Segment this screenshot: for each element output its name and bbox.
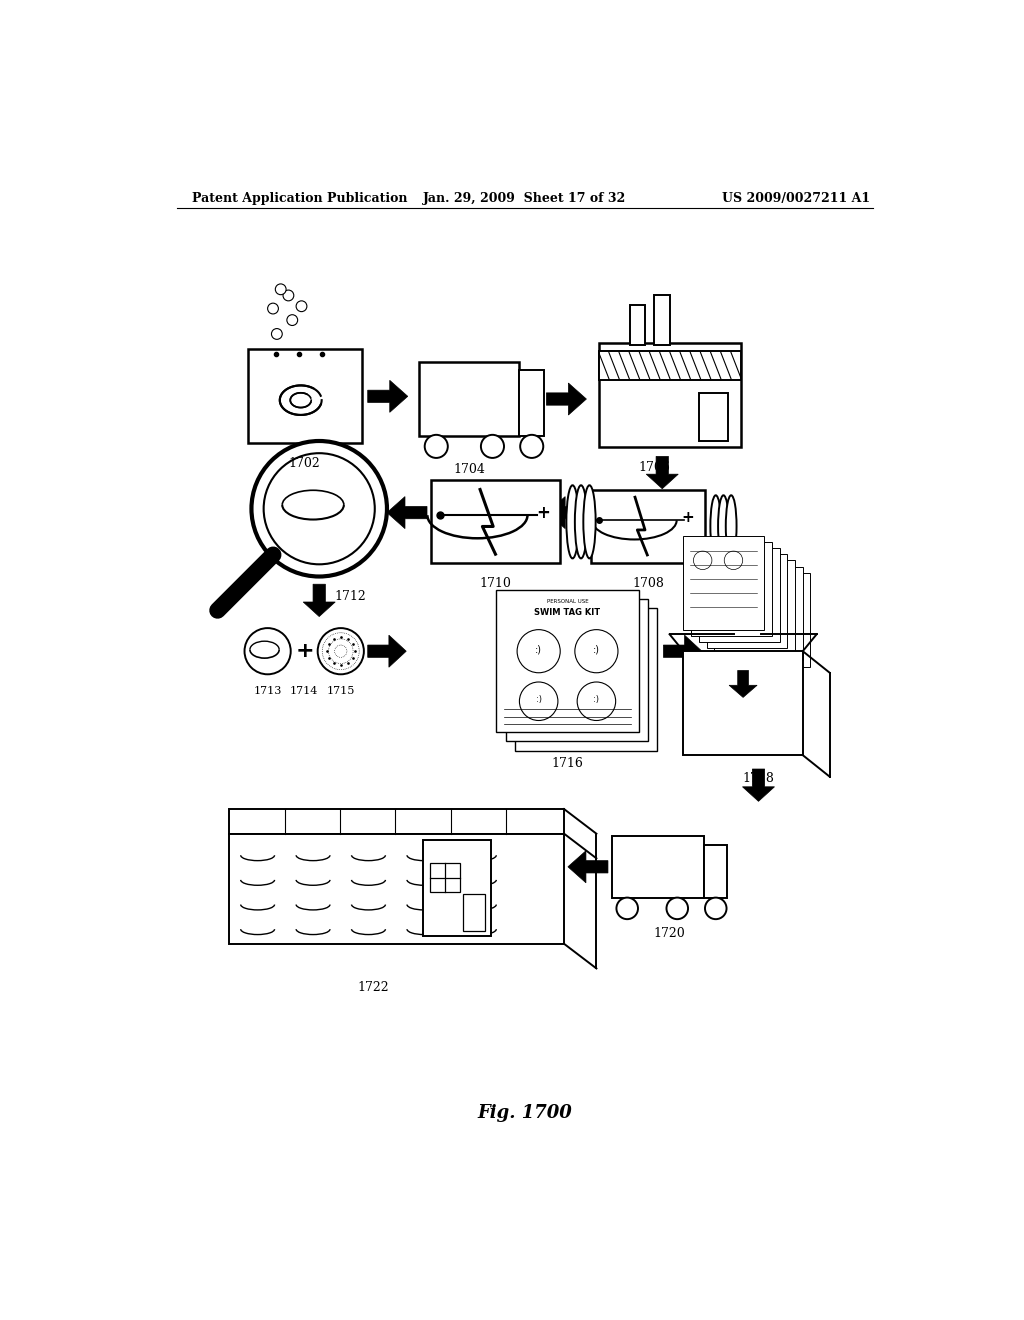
Bar xyxy=(722,566,803,660)
Text: 1710: 1710 xyxy=(479,577,511,590)
Polygon shape xyxy=(568,851,608,883)
Bar xyxy=(464,894,485,931)
Polygon shape xyxy=(547,496,587,528)
Bar xyxy=(698,548,779,642)
Circle shape xyxy=(574,630,617,673)
Text: +: + xyxy=(295,642,314,661)
Circle shape xyxy=(693,552,712,570)
Bar xyxy=(431,480,560,564)
Text: 1716: 1716 xyxy=(552,756,584,770)
Text: US 2009/0027211 A1: US 2009/0027211 A1 xyxy=(722,191,869,205)
Polygon shape xyxy=(742,770,774,801)
Circle shape xyxy=(296,301,307,312)
Bar xyxy=(519,370,544,436)
Circle shape xyxy=(705,898,727,919)
Text: PERSONAL USE: PERSONAL USE xyxy=(547,599,589,603)
Circle shape xyxy=(317,628,364,675)
Text: :): :) xyxy=(594,696,599,704)
Circle shape xyxy=(283,290,294,301)
Polygon shape xyxy=(387,496,427,528)
Circle shape xyxy=(252,441,387,577)
Bar xyxy=(714,560,795,655)
Bar xyxy=(683,536,764,630)
Text: :): :) xyxy=(536,696,542,704)
Circle shape xyxy=(578,682,615,721)
Circle shape xyxy=(616,898,638,919)
Text: 1706: 1706 xyxy=(639,461,671,474)
Bar xyxy=(423,840,492,936)
Bar xyxy=(599,343,741,447)
Text: Jan. 29, 2009  Sheet 17 of 32: Jan. 29, 2009 Sheet 17 of 32 xyxy=(423,191,627,205)
Polygon shape xyxy=(303,585,335,616)
Bar xyxy=(497,590,639,733)
Text: 1714: 1714 xyxy=(290,686,318,696)
Text: Patent Application Publication: Patent Application Publication xyxy=(193,191,408,205)
Circle shape xyxy=(245,628,291,675)
Ellipse shape xyxy=(726,495,736,557)
Bar xyxy=(683,651,803,755)
Text: 1722: 1722 xyxy=(357,981,389,994)
Text: Fig. 1700: Fig. 1700 xyxy=(477,1105,572,1122)
Bar xyxy=(707,554,787,648)
Text: +: + xyxy=(682,511,694,525)
Ellipse shape xyxy=(574,486,587,558)
Text: 1713: 1713 xyxy=(253,686,282,696)
Polygon shape xyxy=(646,457,678,488)
Bar xyxy=(229,834,564,944)
Circle shape xyxy=(724,552,742,570)
Text: +: + xyxy=(537,504,550,521)
Bar xyxy=(591,490,705,562)
Circle shape xyxy=(275,284,286,294)
Circle shape xyxy=(667,898,688,919)
Text: :): :) xyxy=(536,644,542,655)
Bar xyxy=(698,393,728,441)
Text: 1712: 1712 xyxy=(334,590,366,603)
Circle shape xyxy=(519,682,558,721)
Circle shape xyxy=(263,453,375,565)
Bar xyxy=(630,305,645,345)
Ellipse shape xyxy=(711,495,721,557)
Bar xyxy=(506,599,648,742)
Bar xyxy=(730,573,810,667)
Polygon shape xyxy=(547,383,587,414)
Circle shape xyxy=(287,314,298,326)
Text: 1720: 1720 xyxy=(653,927,685,940)
Text: 1702: 1702 xyxy=(289,457,321,470)
Ellipse shape xyxy=(718,495,729,557)
Text: 1708: 1708 xyxy=(632,577,664,590)
Text: 1715: 1715 xyxy=(327,686,355,696)
Polygon shape xyxy=(664,635,701,667)
Bar xyxy=(691,543,772,636)
Bar xyxy=(654,296,670,345)
Polygon shape xyxy=(368,380,408,412)
Polygon shape xyxy=(368,635,407,667)
Circle shape xyxy=(481,434,504,458)
Ellipse shape xyxy=(584,486,596,558)
Circle shape xyxy=(271,329,283,339)
Bar xyxy=(705,845,727,898)
Bar xyxy=(419,363,519,436)
Bar xyxy=(429,863,461,892)
Bar xyxy=(248,350,361,444)
Bar xyxy=(515,609,657,751)
Ellipse shape xyxy=(566,486,579,558)
Circle shape xyxy=(267,304,279,314)
Bar xyxy=(599,351,741,380)
Text: SWIM TAG KIT: SWIM TAG KIT xyxy=(535,609,601,616)
Text: 1718: 1718 xyxy=(742,772,774,785)
Text: 1704: 1704 xyxy=(454,462,485,475)
Bar xyxy=(611,836,705,898)
Bar xyxy=(229,809,564,834)
Polygon shape xyxy=(729,671,757,697)
Text: :): :) xyxy=(593,644,600,655)
Circle shape xyxy=(520,434,544,458)
Circle shape xyxy=(425,434,447,458)
Circle shape xyxy=(517,630,560,673)
